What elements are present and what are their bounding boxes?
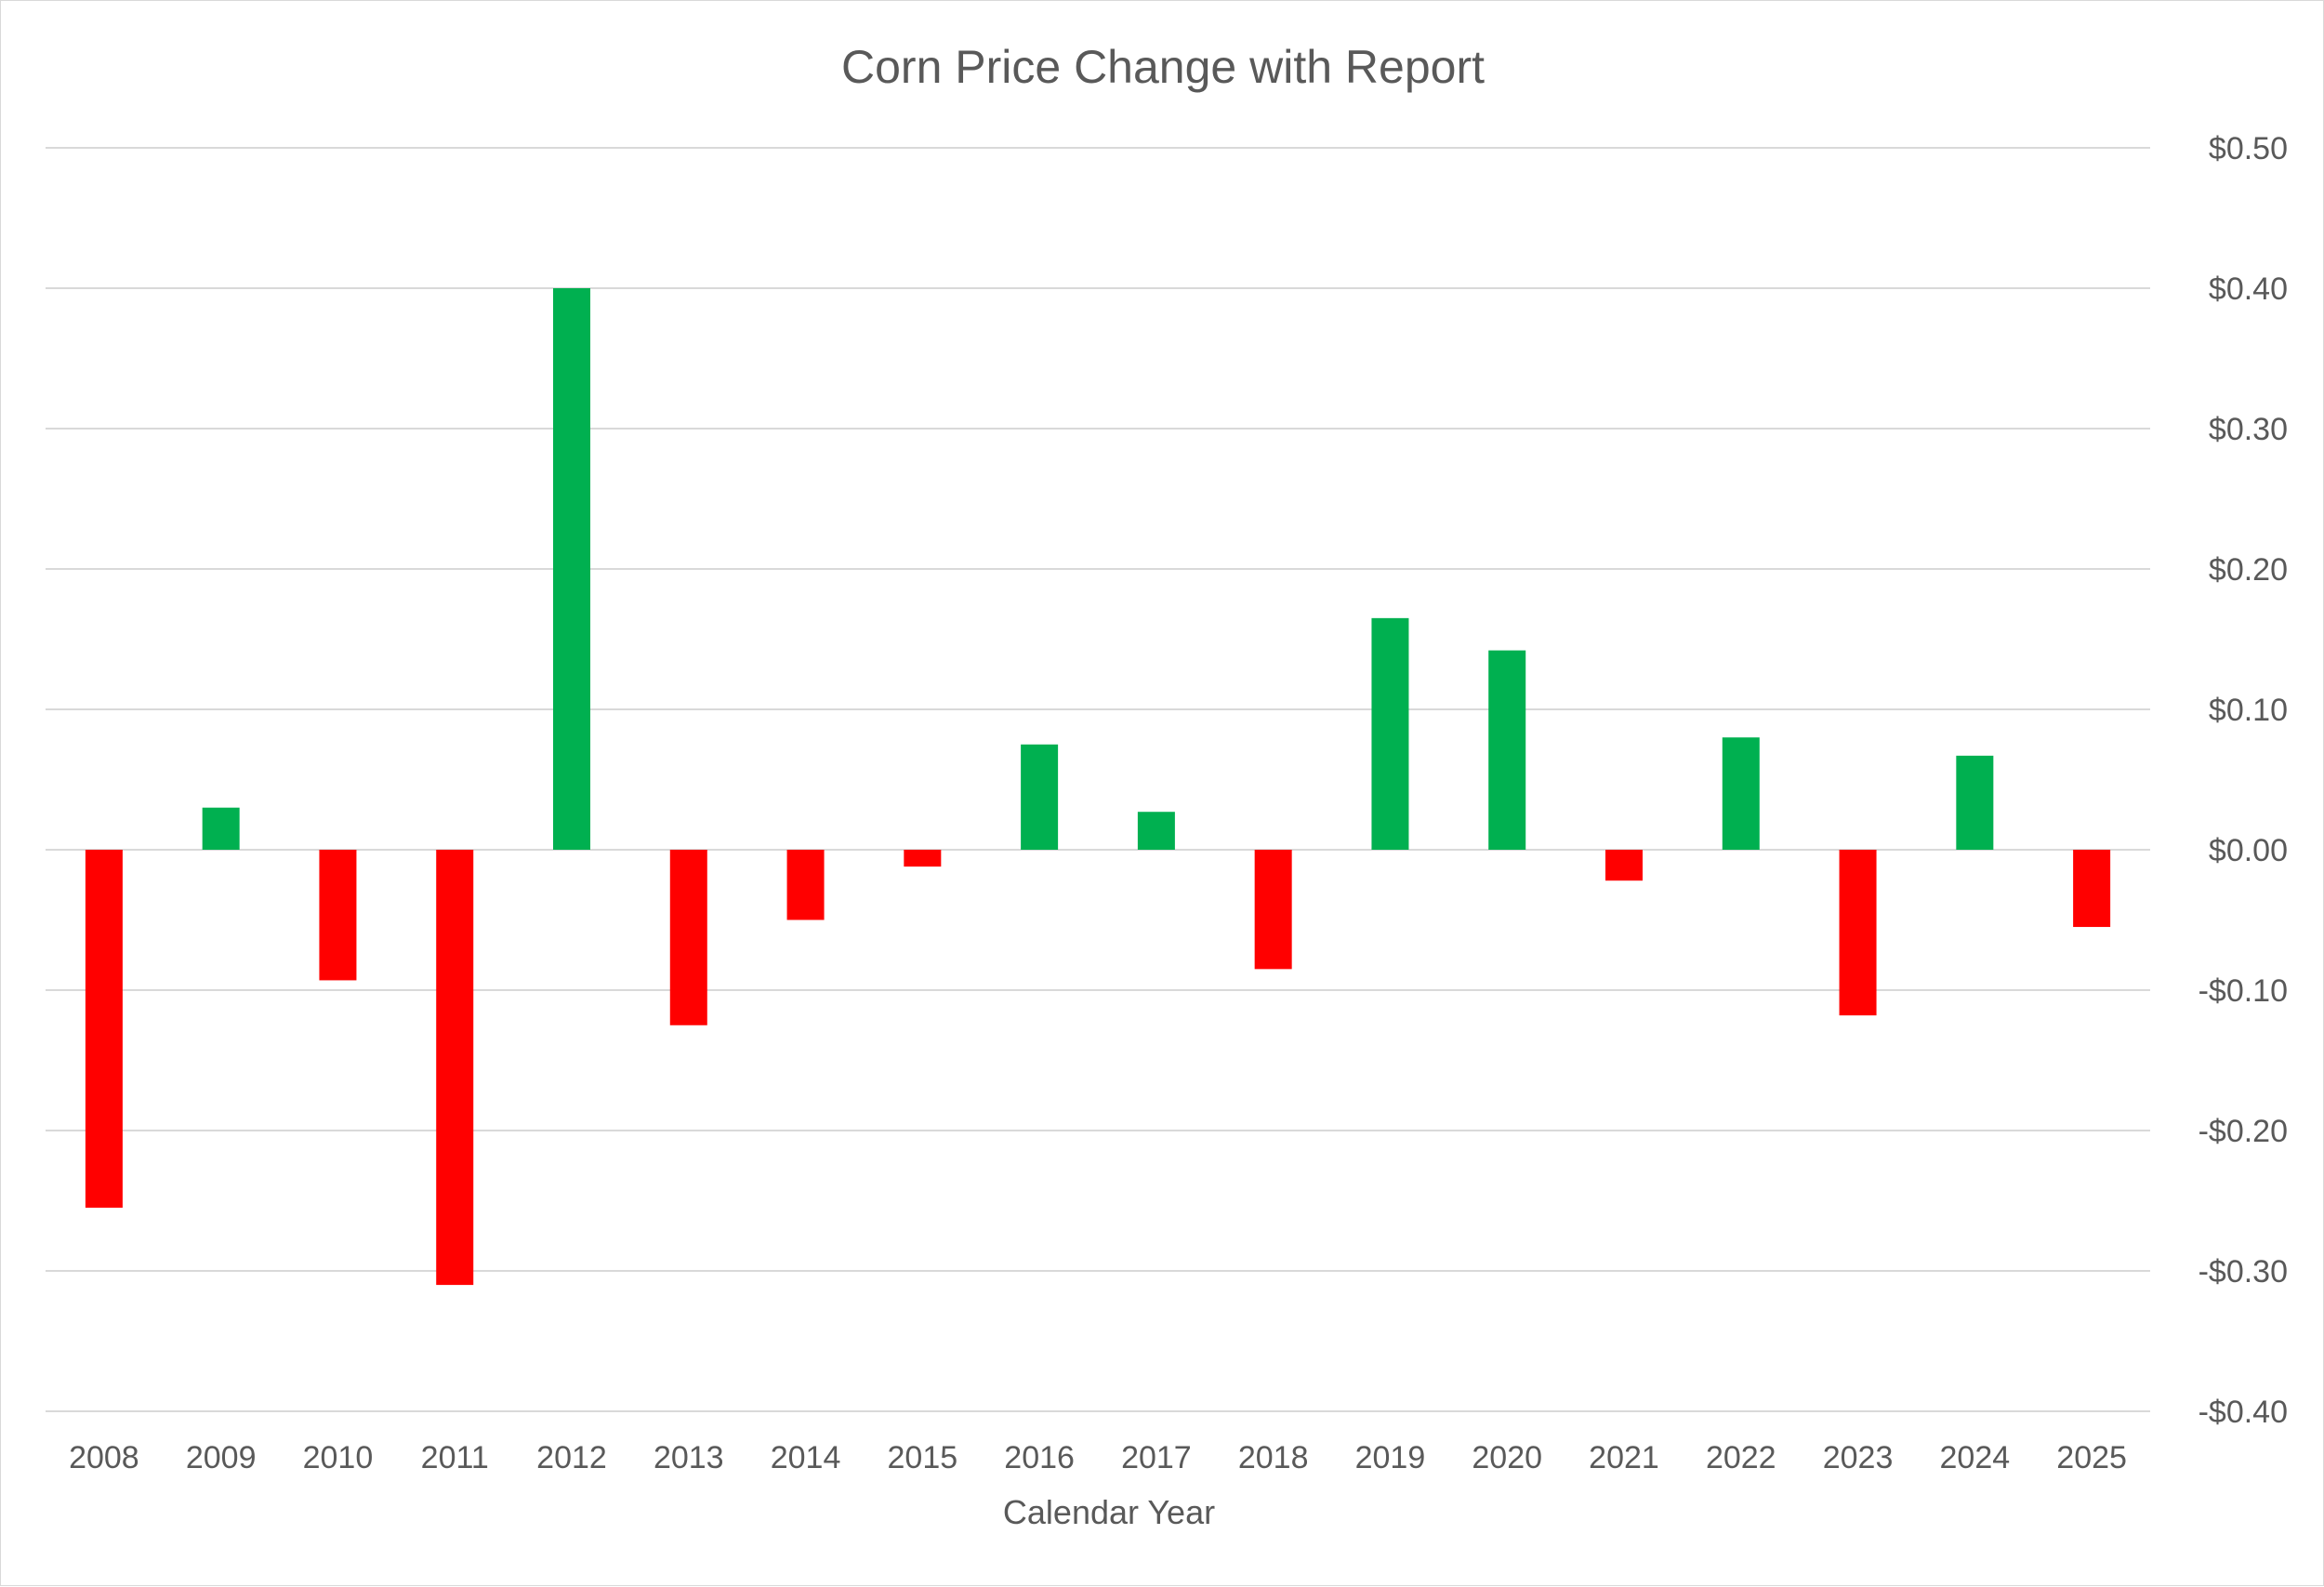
x-tick-label: 2008 (69, 1440, 139, 1475)
y-axis-tick-labels: $0.50 $0.40 $0.30 $0.20 $0.10 $0.00 -$0.10 -$0.… (2199, 131, 2288, 1430)
bars (85, 288, 2111, 1286)
x-tick-label: 2017 (1121, 1440, 1192, 1475)
x-tick-label: 2010 (303, 1440, 374, 1475)
bar-2011 (436, 850, 474, 1286)
bar-2008 (85, 850, 123, 1209)
x-tick-label: 2025 (2056, 1440, 2127, 1475)
x-tick-label: 2021 (1589, 1440, 1659, 1475)
y-tick-label: $0.50 (2209, 131, 2288, 166)
x-tick-label: 2023 (1823, 1440, 1894, 1475)
bar-2017 (1137, 812, 1175, 850)
y-tick-label: -$0.40 (2199, 1395, 2288, 1430)
x-tick-label: 2014 (771, 1440, 841, 1475)
x-tick-label: 2018 (1238, 1440, 1309, 1475)
y-tick-label: $0.20 (2209, 552, 2288, 588)
x-tick-label: 2012 (536, 1440, 607, 1475)
bar-2013 (669, 850, 707, 1025)
bar-2023 (1839, 850, 1877, 1016)
x-tick-label: 2015 (888, 1440, 958, 1475)
y-tick-label: $0.00 (2209, 833, 2288, 868)
bar-2010 (319, 850, 357, 981)
x-axis-tick-labels: 2008 2009 2010 2011 2012 2013 2014 2015 2016 2017… (69, 1440, 2127, 1475)
bar-2016 (1021, 744, 1059, 850)
bar-2019 (1371, 617, 1409, 850)
y-tick-label: -$0.10 (2199, 973, 2288, 1009)
x-tick-label: 2011 (421, 1440, 489, 1475)
chart-title: Corn Price Change with Report (841, 41, 1485, 93)
bar-2015 (904, 850, 942, 867)
bar-2009 (202, 807, 240, 850)
bar-2014 (786, 850, 825, 920)
y-tick-label: $0.10 (2209, 693, 2288, 728)
bar-2020 (1488, 650, 1526, 850)
y-tick-label: -$0.30 (2199, 1254, 2288, 1289)
bar-2022 (1722, 737, 1760, 850)
bar-2021 (1605, 850, 1643, 881)
x-tick-label: 2013 (654, 1440, 724, 1475)
x-axis-title: Calendar Year (1003, 1493, 1215, 1531)
bar-2025 (2073, 850, 2111, 928)
y-tick-label: $0.40 (2209, 271, 2288, 307)
x-tick-label: 2009 (186, 1440, 257, 1475)
y-tick-label: $0.30 (2209, 412, 2288, 447)
x-tick-label: 2016 (1004, 1440, 1075, 1475)
x-tick-label: 2020 (1472, 1440, 1542, 1475)
bar-2024 (1956, 755, 1994, 850)
x-tick-label: 2024 (1940, 1440, 2011, 1475)
y-tick-label: -$0.20 (2199, 1114, 2288, 1149)
gridlines (46, 147, 2150, 1412)
bar-2012 (553, 288, 590, 850)
bar-2018 (1254, 850, 1292, 970)
x-tick-label: 2022 (1706, 1440, 1776, 1475)
x-tick-label: 2019 (1355, 1440, 1426, 1475)
